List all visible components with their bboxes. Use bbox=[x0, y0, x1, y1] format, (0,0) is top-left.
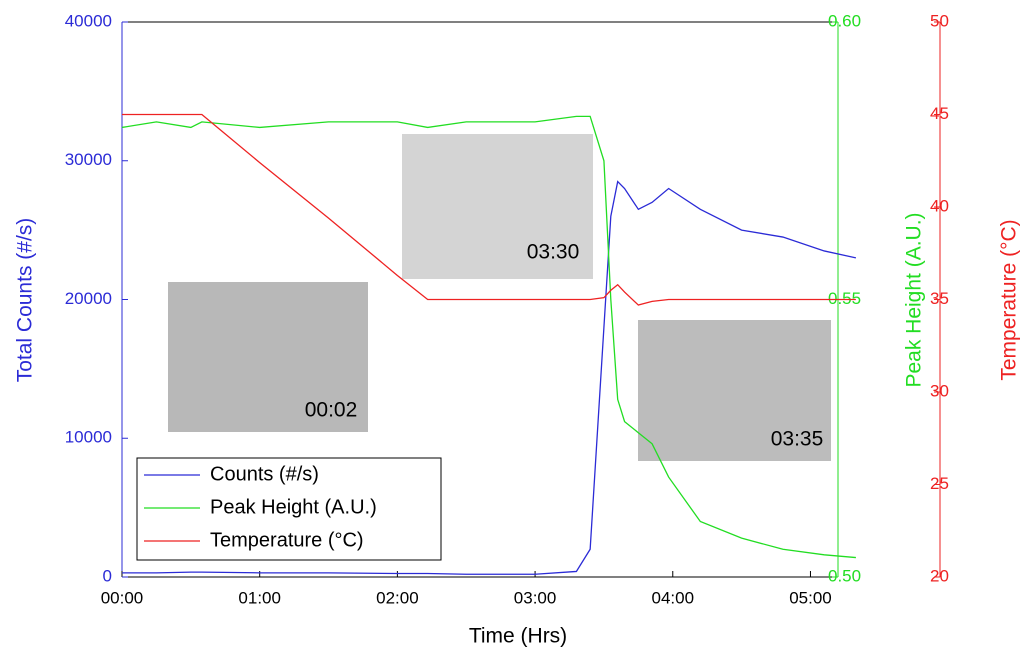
inset-label: 03:35 bbox=[771, 428, 824, 451]
inset-image bbox=[638, 320, 831, 461]
y2-tick-label: 0.55 bbox=[828, 289, 861, 308]
y-tick-label: 20000 bbox=[65, 289, 112, 308]
series-line bbox=[121, 115, 856, 559]
y3-tick-label: 45 bbox=[930, 104, 949, 123]
legend-label: Counts (#/s) bbox=[210, 463, 319, 485]
inset-label: 03:30 bbox=[527, 241, 580, 264]
series-line bbox=[122, 113, 856, 306]
y3-axis-title: Temperature (°C) bbox=[998, 219, 1021, 380]
inset-label: 00:02 bbox=[305, 399, 358, 422]
x-tick-label: 00:00 bbox=[101, 588, 144, 607]
y3-tick-label: 40 bbox=[930, 196, 949, 215]
x-axis-title: Time (Hrs) bbox=[469, 625, 567, 648]
x-tick-label: 05:00 bbox=[789, 588, 832, 607]
x-tick-label: 01:00 bbox=[238, 588, 281, 607]
inset-image bbox=[402, 134, 593, 279]
legend-label: Peak Height (A.U.) bbox=[210, 496, 377, 518]
series-line bbox=[122, 180, 857, 575]
legend-label: Temperature (°C) bbox=[210, 529, 364, 551]
y3-tick-label: 35 bbox=[930, 289, 949, 308]
y3-tick-label: 50 bbox=[930, 11, 949, 30]
x-tick-label: 04:00 bbox=[651, 588, 694, 607]
y2-tick-label: 0.60 bbox=[828, 11, 861, 30]
y3-tick-label: 20 bbox=[930, 566, 949, 585]
y2-axis-title: Peak Height (A.U.) bbox=[903, 212, 926, 387]
y-tick-label: 40000 bbox=[65, 11, 112, 30]
y-tick-label: 30000 bbox=[65, 150, 112, 169]
y-tick-label: 0 bbox=[103, 566, 112, 585]
inset-image bbox=[168, 282, 368, 432]
y-tick-label: 10000 bbox=[65, 428, 112, 447]
y3-tick-label: 25 bbox=[930, 474, 949, 493]
x-tick-label: 02:00 bbox=[376, 588, 419, 607]
y-axis-title: Total Counts (#/s) bbox=[14, 218, 37, 383]
y3-tick-label: 30 bbox=[930, 381, 949, 400]
y2-tick-label: 0.50 bbox=[828, 566, 861, 585]
x-tick-label: 03:00 bbox=[514, 588, 557, 607]
